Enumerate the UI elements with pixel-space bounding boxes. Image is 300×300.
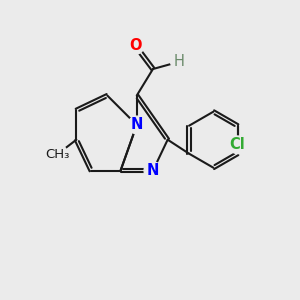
Text: O: O bbox=[129, 38, 142, 53]
Circle shape bbox=[126, 37, 144, 54]
Circle shape bbox=[171, 53, 188, 70]
Text: Cl: Cl bbox=[230, 137, 245, 152]
Circle shape bbox=[229, 136, 246, 154]
Text: CH₃: CH₃ bbox=[45, 148, 69, 161]
Circle shape bbox=[144, 162, 162, 179]
Circle shape bbox=[47, 144, 68, 165]
Text: N: N bbox=[147, 163, 159, 178]
Text: N: N bbox=[130, 118, 143, 133]
Circle shape bbox=[128, 116, 146, 134]
Text: H: H bbox=[174, 54, 185, 69]
